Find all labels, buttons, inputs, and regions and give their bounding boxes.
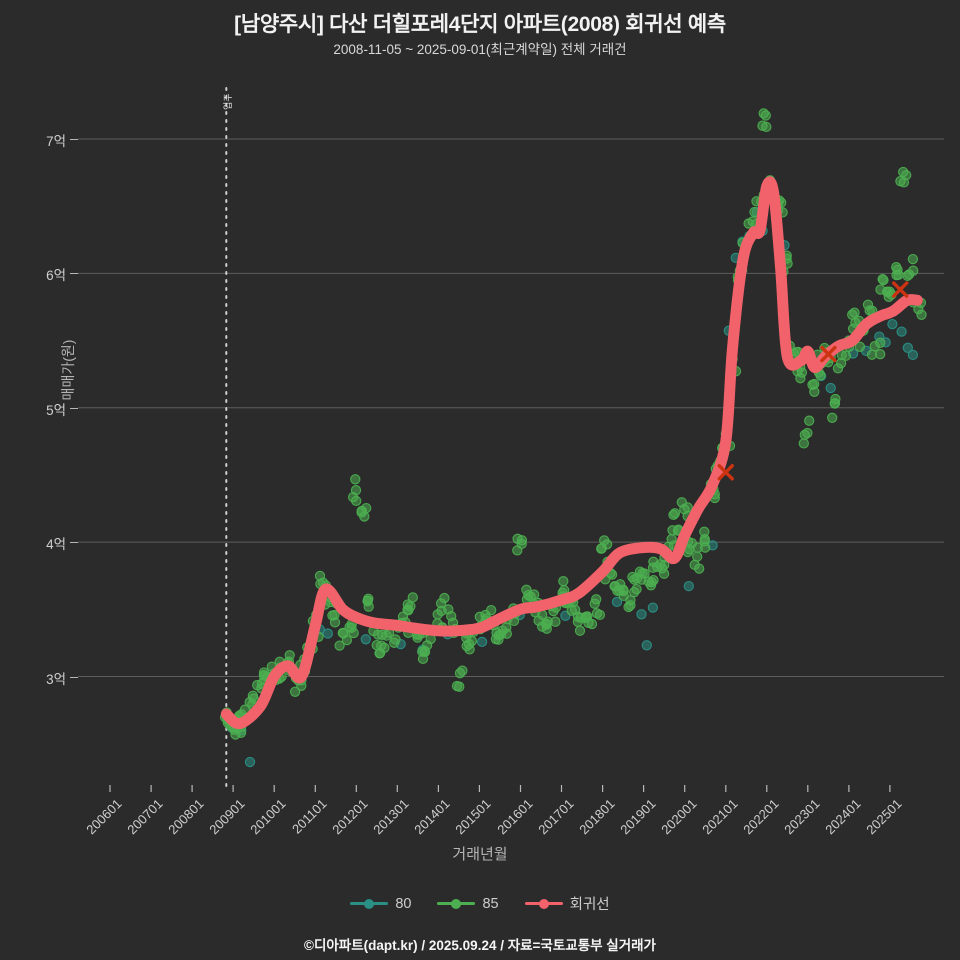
prediction-marker [892,281,909,298]
x-tick-label: 202001 [658,796,700,838]
legend-label: 85 [482,895,499,912]
y-tick-label: 6억 [46,268,66,284]
x-tick-label: 202301 [781,796,823,838]
prediction-marker [717,464,734,481]
plot-area [78,87,944,792]
y-tick-label: 4억 [46,537,66,553]
x-tick-label: 201401 [411,796,453,838]
legend-item-80[interactable]: 80 [350,896,411,912]
x-tick-label: 200901 [206,796,248,838]
chart-subtitle: 2008-11-05 ~ 2025-09-01(최근계약일) 전체 거래건 [333,42,627,57]
legend-item-회귀선[interactable]: 회귀선 [524,893,610,914]
page-title: [남양주시] 다산 더힐포레4단지 아파트(2008) 회귀선 예측 [234,13,726,36]
legend-dot-icon [538,898,549,909]
legend-swatch-icon [524,898,563,909]
y-tick-mark [70,407,78,409]
footer-credit: ©디아파트(dapt.kr) / 2025.09.24 / 자료=국토교통부 실… [304,938,656,953]
x-tick-label: 201101 [289,796,330,837]
x-tick-label: 201601 [493,796,536,838]
y-tick-label: 7억 [46,134,66,150]
x-axis-label: 거래년월 [452,846,508,863]
y-tick-label: 5억 [46,402,66,418]
y-tick-label: 3억 [46,671,66,687]
legend-dot-icon [364,898,375,909]
y-tick-mark [70,542,78,544]
x-tick-label: 200601 [83,796,125,838]
regression-line [220,176,923,730]
x-tick-label: 201201 [329,796,371,838]
legend-swatch-icon [350,898,389,909]
movein-annotation-label: 입주 [223,93,234,110]
scatter-series-85 [219,108,927,740]
legend-label: 회귀선 [569,897,610,913]
legend-swatch-icon [437,898,476,909]
x-tick-label: 202101 [699,796,741,838]
legend-dot-icon [451,898,462,909]
x-tick-label: 201801 [575,796,618,838]
x-tick-label: 201501 [452,796,495,838]
scatter-series-80 [226,206,919,768]
x-tick-label: 201301 [370,796,412,838]
legend-item-85[interactable]: 85 [437,895,499,912]
y-tick-mark [70,676,78,678]
y-axis-label: 매매가(원) [60,339,76,401]
x-tick-label: 200701 [124,796,166,838]
legend-label: 80 [395,895,412,912]
chart-legend: 80 85 회귀선 [0,893,960,914]
y-tick-mark [70,273,78,275]
y-tick-mark [70,139,78,140]
x-tick-label: 200801 [165,796,207,838]
x-tick-label: 202401 [822,796,864,838]
prediction-marker [820,345,837,363]
x-tick-label: 202201 [740,796,782,838]
x-tick-label: 201901 [616,796,659,838]
x-tick-label: 202501 [863,796,905,838]
x-tick-label: 201001 [247,796,289,838]
